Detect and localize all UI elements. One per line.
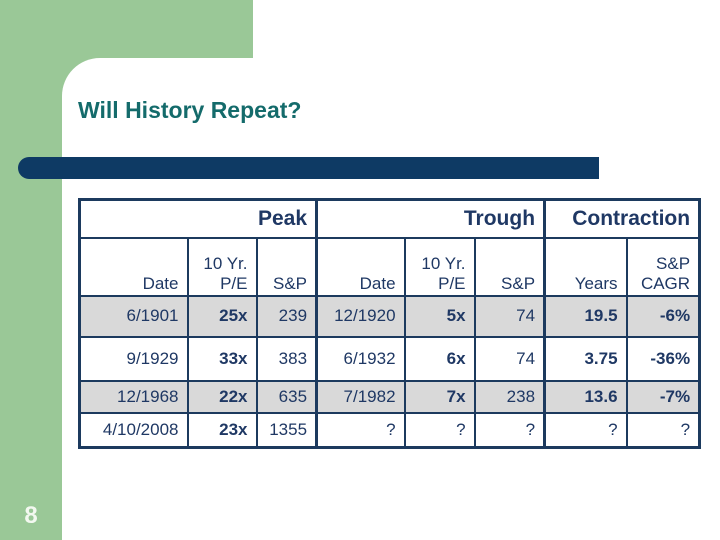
table-cell: -6% [625,294,701,338]
section-header-peak: Peak [78,198,318,239]
column-header-peak-date: Date [78,236,189,297]
column-header-trough-pe: 10 Yr. P/E [403,236,476,297]
table-cell: 23x [186,411,258,449]
column-header-peak-sp: S&P [255,236,318,297]
slide-title: Will History Repeat? [78,97,302,123]
table-cell: 9/1929 [78,335,189,382]
table-cell: 239 [255,294,318,338]
table-row: 6/1901 25x 239 12/1920 5x 74 19.5 -6% [78,294,701,338]
section-header-row: Peak Trough Contraction [78,198,701,239]
column-header-trough-date: Date [315,236,406,297]
table-cell: 6/1932 [315,335,406,382]
table-cell: 12/1920 [315,294,406,338]
column-header-peak-pe: 10 Yr. P/E [186,236,258,297]
table-cell: 3.75 [543,335,628,382]
table-cell: 4/10/2008 [78,411,189,449]
section-header-trough: Trough [315,198,546,239]
table-body: 6/1901 25x 239 12/1920 5x 74 19.5 -6% 9/1929 33x 3… [78,294,701,449]
divider-bar [18,157,599,179]
table-row: 4/10/2008 23x 1355????? [78,411,701,449]
table-cell: 7x [403,379,476,414]
table-cell: 12/1968 [78,379,189,414]
table-row: 12/1968 22x 635 7/1982 7x 238 13.6 -7% [78,379,701,414]
column-header-row: Date 10 Yr. P/E S&P Date 10 Yr. P/E S&P … [78,236,701,297]
table-cell: ? [543,411,628,449]
table-cell: 19.5 [543,294,628,338]
table-cell: 383 [255,335,318,382]
table-cell: ? [473,411,546,449]
green-sidebar [0,0,62,540]
table-cell: -36% [625,335,701,382]
section-header-contraction: Contraction [543,198,701,239]
table-cell: ? [403,411,476,449]
table-cell: 6/1901 [78,294,189,338]
table-row: 9/1929 33x 383 6/1932 6x 74 3.75 -36% [78,335,701,382]
history-table: Peak Trough Contraction Date 10 Yr. P/E … [78,198,702,449]
table-cell: 33x [186,335,258,382]
table-cell: 5x [403,294,476,338]
table-cell: 22x [186,379,258,414]
table-cell: 238 [473,379,546,414]
table-cell: 25x [186,294,258,338]
table-cell: 1355 [255,411,318,449]
table-cell: 13.6 [543,379,628,414]
table-cell: 635 [255,379,318,414]
table-cell: -7% [625,379,701,414]
green-top-block [0,0,253,60]
table-cell: ? [625,411,701,449]
table-cell: ? [315,411,406,449]
table-cell: 74 [473,294,546,338]
column-header-years: Years [543,236,628,297]
column-header-sp-cagr: S&P CAGR [625,236,701,297]
page-number: 8 [24,502,38,529]
column-header-trough-sp: S&P [473,236,546,297]
table-cell: 7/1982 [315,379,406,414]
table-cell: 6x [403,335,476,382]
table-cell: 74 [473,335,546,382]
